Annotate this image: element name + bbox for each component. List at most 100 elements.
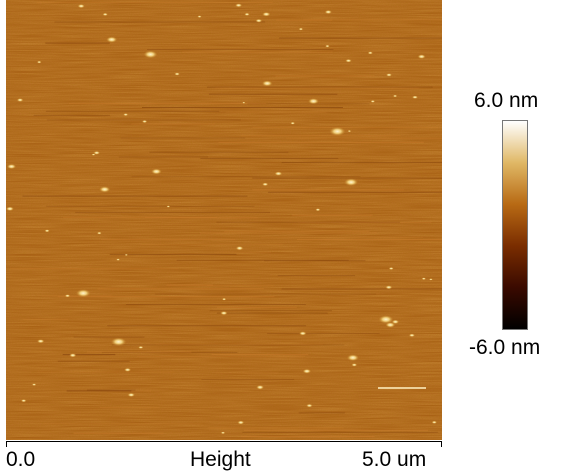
scan-line-streak (182, 51, 333, 53)
surface-particle (6, 164, 17, 169)
scan-line-streak (276, 19, 333, 21)
surface-particle (256, 385, 264, 390)
surface-particle (127, 392, 135, 397)
surface-particle (262, 12, 271, 17)
scan-line-streak (45, 42, 110, 44)
surface-particle (116, 258, 120, 261)
colorbar-max-label: 6.0 nm (474, 89, 539, 112)
scan-line-streak (216, 312, 328, 314)
surface-particle (315, 208, 321, 212)
scan-line-streak (120, 137, 246, 139)
scan-line-streak (154, 293, 377, 295)
surface-particle (385, 285, 393, 290)
scan-line-streak (252, 126, 439, 128)
surface-particle (324, 10, 332, 14)
scan-line-streak (54, 21, 266, 23)
scan-line-streak (268, 191, 442, 193)
scan-line-streak (112, 344, 345, 346)
scan-line-streak (144, 217, 258, 219)
scan-line-streak (297, 222, 432, 223)
scan-line-streak (107, 325, 307, 327)
surface-particle (408, 333, 415, 337)
scan-line-streak (292, 214, 373, 216)
surface-particle (220, 311, 228, 316)
scan-line-streak (215, 87, 420, 89)
scan-line-streak (100, 406, 160, 408)
surface-particle (16, 98, 24, 102)
afm-texture-fine (6, 0, 442, 440)
scan-line-streak (209, 310, 332, 312)
surface-particle (298, 27, 304, 31)
scan-line-streak (267, 333, 380, 334)
scan-line-streak (260, 236, 424, 238)
scan-line-streak (62, 354, 116, 356)
surface-particle (20, 399, 27, 403)
scan-line-streak (109, 253, 237, 255)
surface-particle (290, 121, 296, 125)
scan-line-streak (37, 371, 175, 373)
scan-line-streak (252, 189, 405, 191)
scan-line-streak (296, 239, 442, 240)
scan-line-streak (131, 123, 215, 125)
surface-particle (124, 254, 128, 256)
surface-particle (431, 420, 437, 424)
scan-line-streak (46, 119, 241, 121)
surface-particle (235, 3, 243, 8)
height-colorbar (502, 120, 528, 330)
afm-surface-features (6, 1, 442, 437)
scan-line-streak (166, 284, 213, 286)
afm-height-image (6, 0, 442, 440)
scan-line-streak (275, 75, 375, 77)
scan-line-streak (241, 135, 401, 137)
scan-line-streak (155, 343, 323, 345)
scan-line-streak (57, 296, 275, 298)
scan-line-streak (33, 114, 110, 116)
scan-line-streak (41, 295, 113, 297)
scan-line-streak (247, 103, 370, 105)
surface-particle (124, 367, 132, 372)
scan-line-streak (23, 318, 69, 320)
scan-line-streak (176, 259, 349, 261)
colorbar-min-label: -6.0 nm (469, 336, 541, 359)
surface-particle (76, 289, 91, 298)
scan-line-streak (73, 336, 145, 338)
scan-line-streak (281, 162, 442, 163)
surface-particle (347, 130, 352, 133)
scan-line-streak (10, 268, 179, 270)
surface-particle (345, 59, 352, 63)
x-axis-line (6, 441, 442, 442)
surface-particle (386, 73, 392, 77)
surface-particle (351, 363, 358, 367)
surface-particle (143, 50, 158, 59)
height-label: Height (190, 448, 251, 471)
x-axis-max-label: 5.0 um (362, 448, 427, 471)
scan-line-streak (36, 1, 273, 3)
scan-line-streak (87, 389, 136, 391)
scan-line-streak (213, 251, 272, 253)
scan-line-streak (201, 379, 295, 380)
surface-particle (412, 95, 418, 99)
scan-line-streak (57, 360, 130, 362)
surface-particle (262, 182, 269, 186)
surface-particle (151, 168, 162, 175)
surface-particle (385, 322, 396, 328)
scan-line-streak (86, 351, 192, 353)
scan-line-streak (45, 110, 220, 112)
surface-particle (388, 267, 394, 270)
scan-line-streak (241, 436, 375, 437)
surface-particle (64, 294, 71, 298)
x-axis-tick-end (441, 441, 442, 447)
surface-particle (378, 315, 394, 324)
surface-particle (93, 151, 100, 155)
scan-line-streak (200, 232, 378, 234)
surface-particle (174, 72, 180, 76)
surface-particle (346, 354, 359, 362)
scan-line-streak (131, 176, 361, 178)
scan-line-streak (206, 285, 274, 287)
surface-particle (329, 126, 346, 136)
surface-particle (255, 18, 263, 23)
scan-line-streak (216, 372, 279, 374)
surface-particle (367, 51, 373, 55)
surface-particle (274, 171, 283, 176)
